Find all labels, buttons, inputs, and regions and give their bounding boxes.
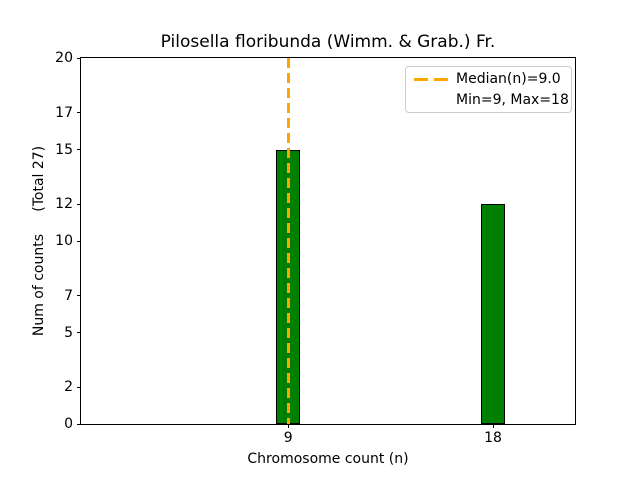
x-tick-label: 9 xyxy=(283,430,293,446)
y-tick-mark xyxy=(77,295,81,297)
y-tick-mark xyxy=(77,423,81,425)
y-tick-mark xyxy=(77,149,81,150)
y-tick-mark xyxy=(77,240,81,242)
bar xyxy=(481,204,505,424)
legend-entry-minmax: Min=9, Max=18 xyxy=(414,90,569,110)
y-tick-label: 5 xyxy=(64,324,73,341)
x-axis-label: Chromosome count (n) xyxy=(247,451,409,467)
y-tick-label: 10 xyxy=(55,233,73,249)
chart-title: Pilosella floribunda (Wimm. & Grab.) Fr. xyxy=(160,32,496,52)
median-line xyxy=(286,58,290,424)
y-tick-label: 12 xyxy=(55,196,73,213)
legend-label-minmax: Min=9, Max=18 xyxy=(456,92,569,108)
x-tick-label: 18 xyxy=(484,430,502,446)
y-tick-mark xyxy=(77,386,81,388)
legend-label-median: Median(n)=9.0 xyxy=(456,71,561,87)
y-tick-label: 0 xyxy=(64,416,73,432)
legend: Median(n)=9.0 Min=9, Max=18 xyxy=(405,66,572,113)
y-tick-mark xyxy=(77,57,81,59)
y-tick-label: 7 xyxy=(64,287,73,304)
x-tick-mark xyxy=(287,424,289,428)
plot-area: Median(n)=9.0 Min=9, Max=18 0 2 5 7 10 12 15 17… xyxy=(55,51,576,445)
y-tick-label: 20 xyxy=(55,50,73,66)
x-tick-mark xyxy=(492,424,494,428)
y-tick-mark xyxy=(77,203,81,205)
y-tick-label: 15 xyxy=(55,141,73,158)
y-tick-mark xyxy=(77,332,81,333)
legend-entry-median: Median(n)=9.0 xyxy=(414,69,565,89)
y-tick-mark xyxy=(77,112,81,114)
y-tick-label: 2 xyxy=(64,379,73,396)
legend-spacer xyxy=(414,99,448,102)
y-tick-label: 17 xyxy=(55,104,73,121)
y-axis-label: Num of counts (Total 27) xyxy=(31,145,47,337)
median-dashed-line-swatch xyxy=(414,77,448,81)
